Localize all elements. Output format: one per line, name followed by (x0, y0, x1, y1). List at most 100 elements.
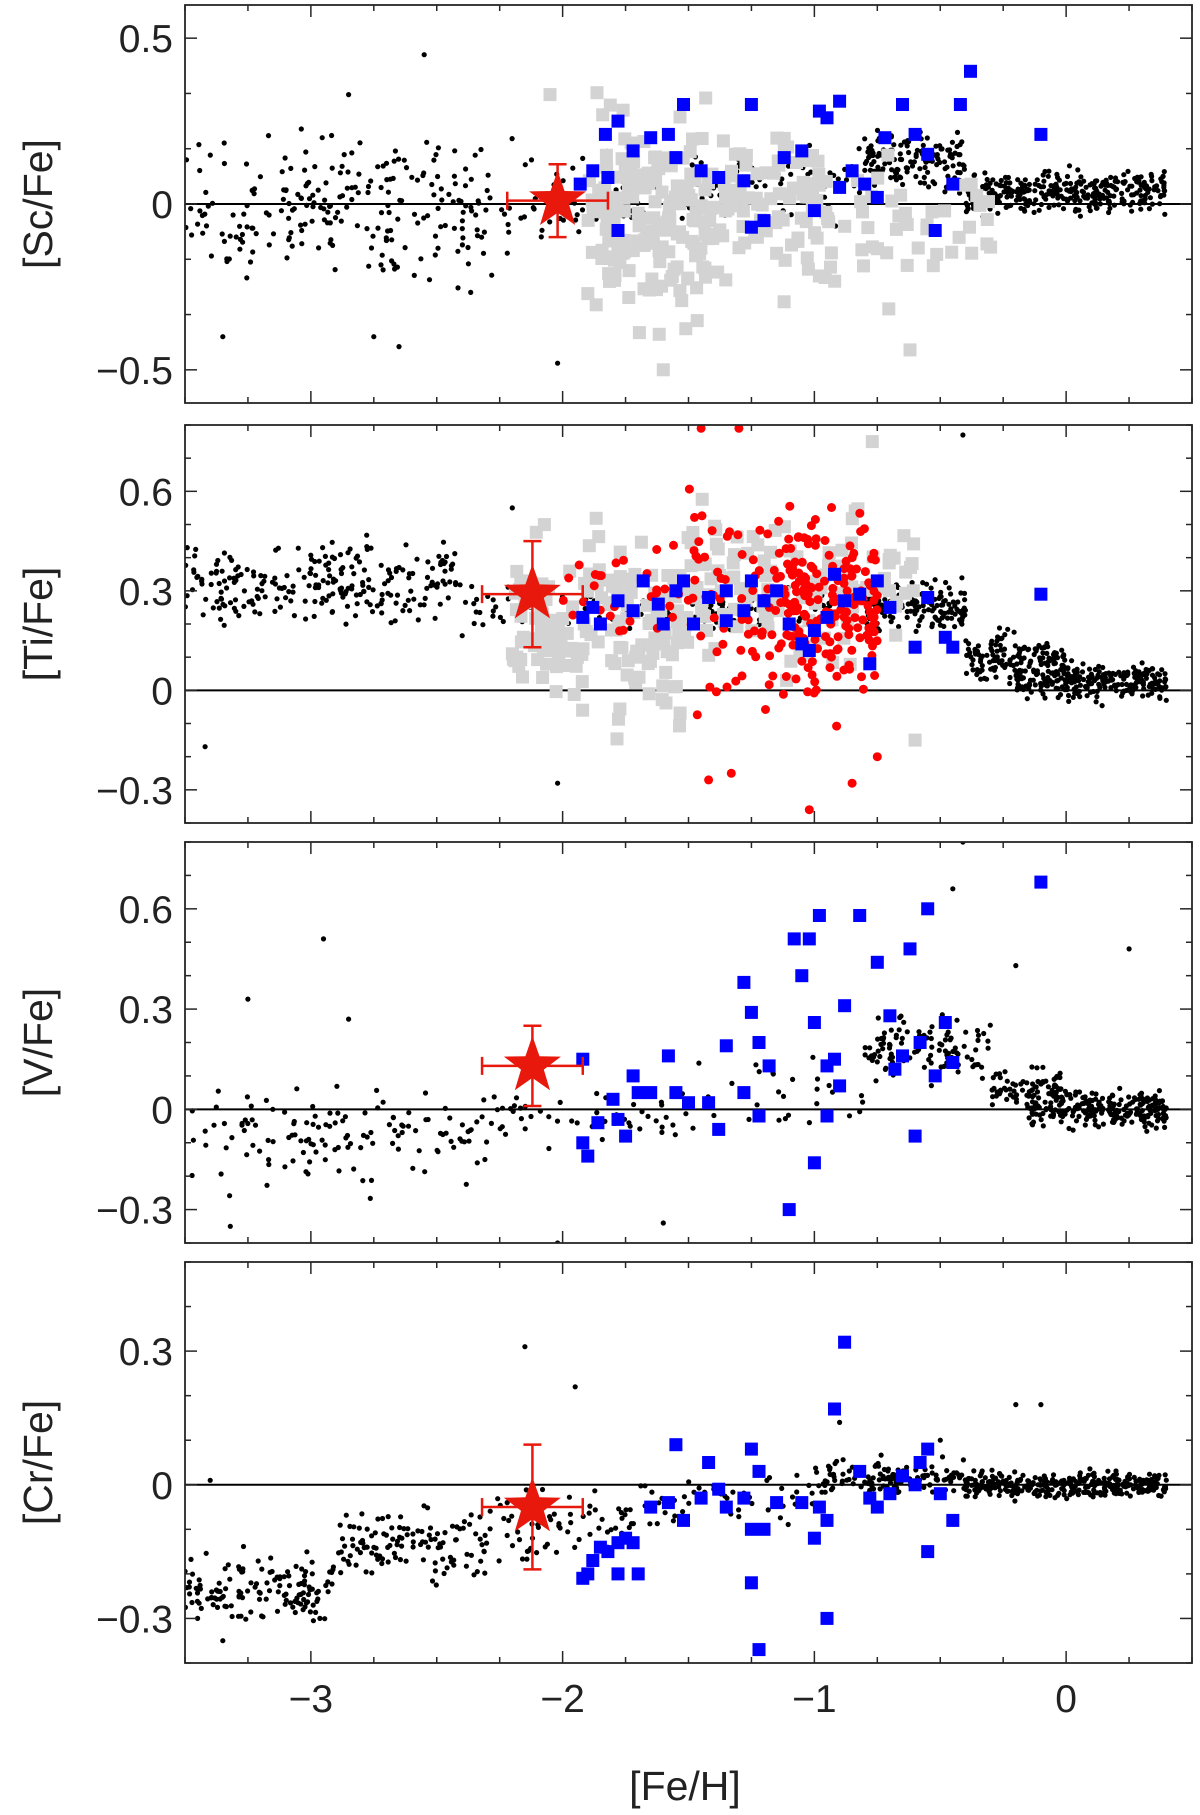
data-point (1162, 211, 1168, 217)
data-point (644, 1500, 658, 1514)
data-point (954, 1017, 960, 1023)
data-point (1002, 664, 1008, 671)
data-point (844, 1477, 850, 1483)
data-point (479, 1542, 485, 1548)
data-point (1060, 1113, 1066, 1120)
y-tick-label: 0.3 (119, 1331, 173, 1374)
data-point (839, 612, 849, 622)
data-point (375, 1105, 381, 1111)
data-point (375, 1556, 381, 1562)
data-point (920, 602, 926, 609)
data-point (837, 1419, 843, 1425)
data-point (1076, 1089, 1083, 1095)
data-point (551, 1511, 557, 1517)
data-point (428, 583, 434, 589)
data-point (737, 594, 747, 603)
data-point (216, 1580, 222, 1586)
data-point (218, 595, 224, 602)
data-point (748, 555, 758, 565)
data-point (475, 198, 481, 204)
data-point (594, 1110, 600, 1116)
data-point (338, 218, 344, 224)
data-point (619, 1515, 625, 1521)
data-point (474, 1160, 480, 1166)
data-point (1076, 1480, 1082, 1486)
data-point (248, 1103, 254, 1109)
data-point (402, 602, 408, 609)
series-square-1 (576, 1335, 960, 1657)
data-point (329, 132, 335, 139)
data-point (1097, 201, 1103, 207)
data-point (862, 1045, 868, 1051)
data-point (896, 1027, 902, 1033)
data-point (800, 251, 814, 265)
data-point (672, 1132, 678, 1138)
data-point (1040, 655, 1046, 661)
data-point (762, 183, 768, 189)
data-point (490, 597, 496, 603)
data-point (966, 1488, 972, 1494)
data-point (308, 1141, 314, 1147)
data-point (238, 571, 244, 578)
data-point (865, 1474, 871, 1480)
data-point (725, 164, 738, 178)
data-point (695, 492, 709, 506)
data-point (1153, 1125, 1159, 1131)
data-point (400, 608, 406, 614)
data-point (452, 181, 458, 187)
data-point (330, 1564, 336, 1570)
data-point (473, 1531, 479, 1537)
data-point (1048, 1107, 1054, 1113)
data-point (251, 191, 257, 197)
data-point (1094, 688, 1100, 695)
data-point (364, 546, 370, 553)
data-point (330, 591, 336, 597)
data-point (586, 164, 600, 178)
data-point (442, 222, 448, 229)
data-point (522, 1126, 528, 1132)
data-point (1085, 1472, 1091, 1478)
data-point (358, 1145, 364, 1151)
data-point (1083, 1098, 1089, 1104)
data-point (468, 176, 474, 182)
data-point (1049, 1087, 1055, 1093)
data-point (1077, 1473, 1083, 1479)
data-point (1013, 1482, 1019, 1488)
data-point (305, 1171, 311, 1177)
data-point (807, 1156, 821, 1170)
data-point (369, 609, 376, 615)
data-point (796, 187, 810, 201)
data-point (474, 596, 480, 603)
data-point (429, 181, 435, 188)
data-point (1109, 1486, 1116, 1493)
data-point (737, 604, 751, 618)
data-point (1011, 1088, 1017, 1094)
data-point (765, 1507, 771, 1513)
data-point (263, 1596, 269, 1602)
data-point (863, 657, 877, 671)
data-point (928, 224, 942, 237)
data-point (883, 600, 897, 614)
data-point (1157, 678, 1163, 684)
y-tick-label: 0 (151, 1089, 173, 1132)
data-point (1018, 1081, 1024, 1087)
data-point (379, 1560, 385, 1567)
data-point (813, 595, 823, 605)
data-point (1077, 674, 1083, 680)
data-point (917, 166, 923, 172)
y-tick-label: 0 (151, 1465, 173, 1508)
data-point (1007, 674, 1013, 681)
data-point (1138, 193, 1144, 199)
data-point (188, 206, 194, 212)
data-point (356, 171, 362, 177)
data-point (855, 508, 865, 518)
data-point (539, 227, 545, 233)
data-point (207, 1477, 213, 1483)
data-point (1100, 179, 1106, 185)
data-point (327, 573, 333, 579)
data-point (262, 573, 268, 579)
data-point (908, 1478, 922, 1492)
data-point (594, 1090, 600, 1097)
data-point (402, 245, 408, 251)
data-point (981, 675, 988, 682)
